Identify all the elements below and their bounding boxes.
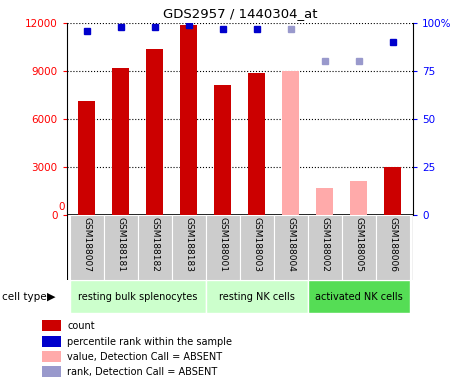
Bar bbox=[42, 320, 61, 331]
Text: GSM188181: GSM188181 bbox=[116, 217, 125, 272]
Bar bbox=[282, 71, 299, 215]
Bar bbox=[70, 215, 104, 280]
Bar bbox=[274, 215, 308, 280]
Text: GSM188007: GSM188007 bbox=[82, 217, 91, 272]
Text: 0: 0 bbox=[58, 202, 65, 212]
Bar bbox=[214, 86, 231, 215]
Text: percentile rank within the sample: percentile rank within the sample bbox=[67, 337, 232, 347]
Text: GSM188006: GSM188006 bbox=[389, 217, 398, 272]
Bar bbox=[308, 280, 410, 313]
Text: GSM188001: GSM188001 bbox=[218, 217, 228, 272]
Bar bbox=[42, 366, 61, 377]
Text: GSM188002: GSM188002 bbox=[320, 217, 329, 272]
Bar bbox=[78, 101, 95, 215]
Bar bbox=[138, 215, 172, 280]
Text: count: count bbox=[67, 321, 95, 331]
Bar bbox=[240, 215, 274, 280]
Text: GSM188183: GSM188183 bbox=[184, 217, 193, 272]
Bar bbox=[248, 73, 266, 215]
Bar bbox=[316, 188, 333, 215]
Bar bbox=[206, 215, 240, 280]
Text: resting bulk splenocytes: resting bulk splenocytes bbox=[78, 291, 198, 302]
Bar bbox=[342, 215, 376, 280]
Text: cell type: cell type bbox=[2, 291, 47, 302]
Bar bbox=[308, 215, 342, 280]
Text: GSM188004: GSM188004 bbox=[286, 217, 295, 272]
Text: ▶: ▶ bbox=[47, 291, 55, 302]
Bar bbox=[104, 215, 138, 280]
Bar bbox=[206, 280, 308, 313]
Bar bbox=[113, 68, 129, 215]
Bar bbox=[351, 182, 367, 215]
Title: GDS2957 / 1440304_at: GDS2957 / 1440304_at bbox=[162, 7, 317, 20]
Bar bbox=[146, 49, 163, 215]
Bar bbox=[70, 280, 206, 313]
Text: resting NK cells: resting NK cells bbox=[219, 291, 295, 302]
Bar bbox=[384, 167, 401, 215]
Bar bbox=[42, 336, 61, 347]
Text: GSM188182: GSM188182 bbox=[151, 217, 160, 272]
Text: value, Detection Call = ABSENT: value, Detection Call = ABSENT bbox=[67, 352, 222, 362]
Text: GSM188005: GSM188005 bbox=[354, 217, 363, 272]
Bar bbox=[180, 25, 198, 215]
Bar bbox=[376, 215, 410, 280]
Text: activated NK cells: activated NK cells bbox=[315, 291, 403, 302]
Text: rank, Detection Call = ABSENT: rank, Detection Call = ABSENT bbox=[67, 367, 218, 377]
Bar bbox=[172, 215, 206, 280]
Bar bbox=[42, 351, 61, 362]
Text: GSM188003: GSM188003 bbox=[252, 217, 261, 272]
